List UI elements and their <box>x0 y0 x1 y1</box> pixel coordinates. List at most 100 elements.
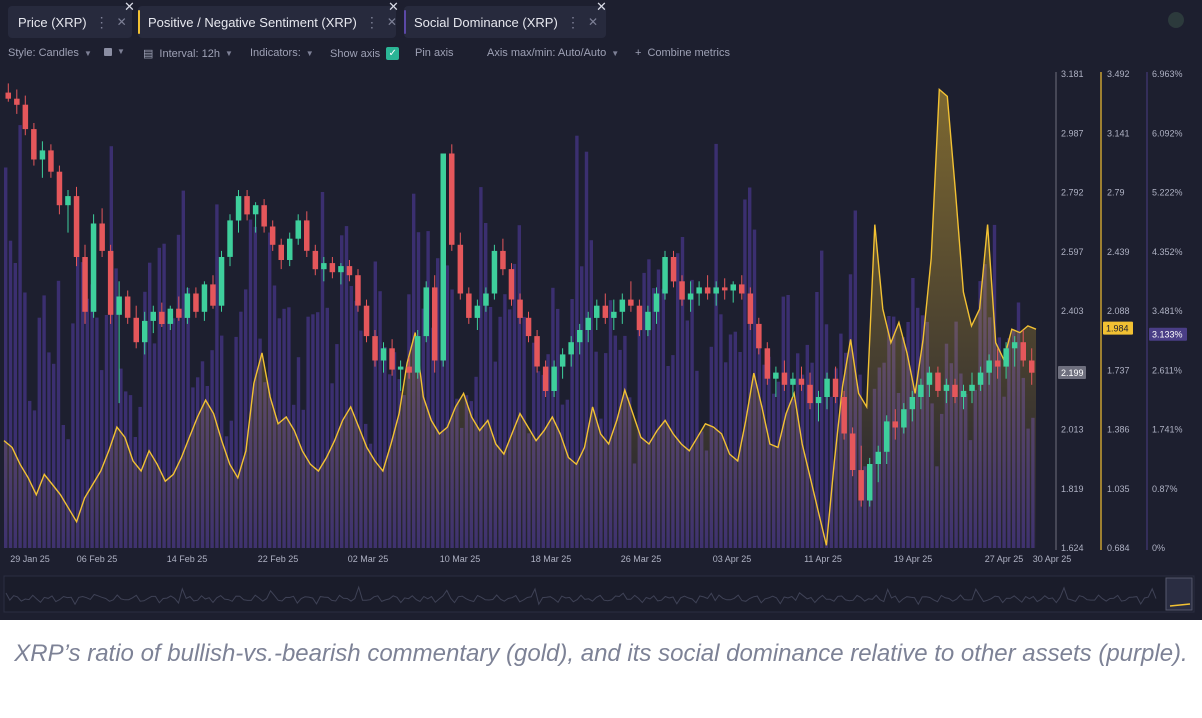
close-icon[interactable]: ✕ <box>386 15 397 29</box>
figure-caption: XRP’s ratio of bullish-vs.-bearish comme… <box>14 640 1188 667</box>
price-tick-label: 3.181 <box>1061 69 1084 79</box>
candle-body <box>142 320 148 343</box>
dominance-bar <box>56 280 61 548</box>
kebab-menu-icon[interactable]: ⋮ <box>565 13 580 30</box>
candle-body <box>807 384 813 404</box>
kebab-menu-icon[interactable]: ⋮ <box>364 13 379 30</box>
combine-metrics-button[interactable]: + Combine metrics <box>635 47 730 59</box>
candle-body <box>73 196 80 257</box>
navigator-line <box>5 585 1157 606</box>
candle-body <box>867 464 873 501</box>
dominance-bar <box>426 231 430 548</box>
dominance-tick-label: 2.611% <box>1152 365 1182 375</box>
x-tick-label: 10 Mar 25 <box>440 554 481 564</box>
candle-body <box>423 287 429 337</box>
chart-canvas[interactable]: 3.181 2.987 2.792 2.597 2.403 2.199 2.013 1.819… <box>0 0 1202 620</box>
candle-body <box>773 372 779 379</box>
candle-body <box>235 196 242 221</box>
tab-sentiment[interactable]: Positive / Negative Sentiment (XRP) ⋮ ✕ <box>138 6 397 38</box>
candle-body <box>696 287 702 294</box>
tab-price[interactable]: Price (XRP) ⋮ ✕ <box>8 6 132 38</box>
pin-axis-toggle[interactable]: Pin axis <box>415 47 454 59</box>
x-tick-label: 26 Mar 25 <box>621 554 662 564</box>
dominance-bar <box>728 334 733 548</box>
candle-body <box>960 390 967 397</box>
candle-body <box>65 196 71 206</box>
navigator-frame <box>3 575 1195 613</box>
price-tick-label: 2.987 <box>1061 128 1084 138</box>
candle-body <box>926 372 933 385</box>
tab-social-dominance[interactable]: Social Dominance (XRP) ⋮ ✕ <box>404 6 606 38</box>
candle-body <box>432 287 438 361</box>
candle-body <box>994 360 1001 367</box>
remove-metric-icon[interactable]: ✕ <box>596 0 607 14</box>
dominance-bar <box>114 268 118 548</box>
candle-body <box>56 171 63 206</box>
dominance-tick-label: 1.741% <box>1152 425 1183 435</box>
chevron-down-icon: ▼ <box>83 48 92 58</box>
candle-body <box>918 384 924 397</box>
candle-body <box>355 275 361 306</box>
candle-body <box>440 153 446 361</box>
price-tick-label: 1.819 <box>1061 484 1084 494</box>
dominance-last-tag-box <box>1149 327 1187 341</box>
x-tick-label: 03 Apr 25 <box>713 554 752 564</box>
x-tick-label: 27 Apr 25 <box>985 554 1024 564</box>
candle-body <box>414 336 421 373</box>
candle-body <box>875 451 881 464</box>
dominance-bar <box>8 240 13 548</box>
candle-body <box>124 296 131 318</box>
dominance-bar <box>340 235 344 549</box>
navigator-sentiment <box>1169 603 1191 607</box>
indicators-dropdown[interactable]: Indicators: ▼ <box>250 47 314 59</box>
candle-body <box>670 257 677 282</box>
show-axis-toggle[interactable]: Show axis ✓ <box>330 47 400 60</box>
sentiment-tick-label: 1.035 <box>1107 484 1130 494</box>
sentiment-last-tag-box <box>1103 321 1133 335</box>
dominance-bar <box>685 320 689 548</box>
dominance-tick-label: 4.352% <box>1152 247 1183 257</box>
remove-metric-icon[interactable]: ✕ <box>388 0 399 14</box>
dominance-bar <box>152 343 157 548</box>
candle-body <box>90 223 97 312</box>
x-tick-label: 06 Feb 25 <box>77 554 118 564</box>
candle-body <box>935 372 941 391</box>
candle-body <box>244 196 250 215</box>
price-last-tag: 2.199 <box>1058 366 1086 379</box>
pin-axis-label: Pin axis <box>415 47 454 59</box>
sentiment-color-edge <box>138 10 140 34</box>
x-tick-label: 18 Mar 25 <box>531 554 572 564</box>
remove-metric-icon[interactable]: ✕ <box>124 0 135 14</box>
dominance-bar <box>32 410 37 548</box>
candle-body <box>39 150 46 160</box>
candle-body <box>508 269 515 300</box>
interval-dropdown[interactable]: ▤ Interval: 12h ▼ <box>143 47 233 61</box>
dominance-bar <box>215 204 219 548</box>
tab-sentiment-label: Positive / Negative Sentiment (XRP) <box>148 14 357 30</box>
candle-body <box>372 336 378 361</box>
candle-body <box>611 311 617 318</box>
candle-body <box>227 220 233 257</box>
candle-body <box>841 397 847 434</box>
dominance-bar <box>479 187 483 548</box>
candle-body <box>1020 342 1026 361</box>
dominance-bar <box>100 370 104 548</box>
close-icon[interactable]: ✕ <box>587 15 598 29</box>
candle-body <box>722 287 728 291</box>
color-dropdown[interactable]: ▼ <box>104 47 125 56</box>
kebab-menu-icon[interactable]: ⋮ <box>94 13 109 30</box>
style-dropdown[interactable]: Style: Candles ▼ <box>8 47 92 59</box>
checkbox-checked-icon[interactable]: ✓ <box>386 47 400 60</box>
candle-body <box>269 226 276 245</box>
dominance-bar <box>580 266 584 548</box>
dominance-bar <box>642 272 646 548</box>
show-axis-label: Show axis <box>330 47 381 60</box>
close-icon[interactable]: ✕ <box>116 15 127 29</box>
dominance-tick-label: 0.87% <box>1152 484 1178 494</box>
candle-body <box>662 257 668 294</box>
x-tick-label: 02 Mar 25 <box>348 554 389 564</box>
dominance-bar <box>680 237 685 548</box>
x-tick-label: 14 Feb 25 <box>167 554 208 564</box>
axis-minmax-dropdown[interactable]: Axis max/min: Auto/Auto ▼ <box>487 47 619 59</box>
dominance-bar <box>584 151 589 548</box>
